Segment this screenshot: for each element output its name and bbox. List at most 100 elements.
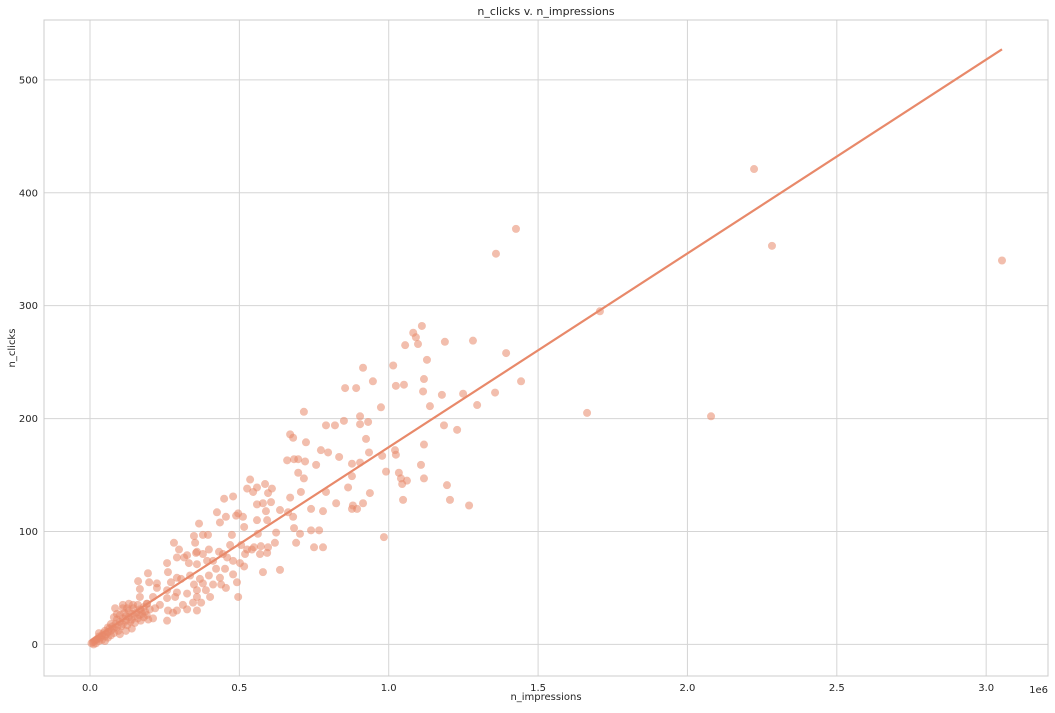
data-point: [391, 381, 400, 390]
data-point: [365, 448, 374, 457]
data-point: [227, 530, 236, 539]
data-point: [339, 416, 348, 425]
data-point: [100, 636, 109, 645]
data-point: [135, 585, 144, 594]
data-point: [215, 573, 224, 582]
data-point: [197, 598, 206, 607]
data-point: [296, 529, 305, 538]
data-point: [172, 553, 181, 562]
data-point: [143, 569, 152, 578]
data-point: [347, 472, 356, 481]
data-point: [401, 341, 410, 350]
data-point: [344, 483, 353, 492]
data-point: [997, 256, 1006, 265]
points: [87, 165, 1006, 649]
data-point: [319, 543, 328, 552]
data-point: [359, 499, 368, 508]
data-point: [252, 516, 261, 525]
data-point: [232, 578, 241, 587]
data-point: [301, 438, 310, 447]
data-point: [192, 592, 201, 601]
data-point: [212, 508, 221, 517]
data-point: [299, 407, 308, 416]
data-point: [163, 568, 172, 577]
data-point: [283, 456, 292, 465]
data-point: [341, 384, 350, 393]
data-point: [263, 548, 272, 557]
data-point: [332, 499, 341, 508]
data-point: [258, 499, 267, 508]
data-point: [356, 420, 365, 429]
data-point: [382, 467, 391, 476]
data-point: [209, 580, 218, 589]
data-point: [163, 616, 172, 625]
data-point: [255, 550, 264, 559]
data-point: [750, 165, 759, 174]
data-point: [419, 474, 428, 483]
data-point: [389, 361, 398, 370]
data-point: [439, 421, 448, 430]
data-point: [353, 504, 362, 513]
x-tick-label: 2.0: [679, 683, 695, 694]
data-point: [365, 489, 374, 498]
data-point: [263, 516, 272, 525]
data-point: [347, 459, 356, 468]
data-point: [118, 604, 127, 613]
data-point: [767, 241, 776, 250]
data-point: [292, 538, 301, 547]
data-point: [315, 526, 324, 535]
y-tick-label: 200: [19, 414, 38, 425]
data-point: [145, 578, 154, 587]
plot-frame: [43, 19, 1049, 677]
data-point: [321, 421, 330, 430]
data-point: [220, 494, 229, 503]
data-point: [261, 480, 270, 489]
data-point: [391, 450, 400, 459]
data-point: [192, 560, 201, 569]
data-point: [191, 538, 200, 547]
data-point: [440, 337, 449, 346]
data-point: [226, 541, 235, 550]
y-tick-label: 400: [19, 188, 38, 199]
data-point: [189, 531, 198, 540]
data-point: [272, 528, 281, 537]
data-point: [166, 578, 175, 587]
data-point: [175, 545, 184, 554]
data-point: [192, 586, 201, 595]
data-point: [204, 571, 213, 580]
data-point: [399, 380, 408, 389]
data-point: [417, 321, 426, 330]
data-point: [290, 524, 299, 533]
y-tick-label: 500: [19, 75, 38, 86]
data-point: [234, 592, 243, 601]
data-point: [240, 562, 249, 571]
data-point: [267, 498, 276, 507]
data-point: [192, 606, 201, 615]
data-point: [330, 421, 339, 430]
data-point: [296, 487, 305, 496]
data-point: [453, 425, 462, 434]
data-point: [310, 543, 319, 552]
x-tick-label: 0.0: [82, 683, 98, 694]
y-axis-label: n_clicks: [7, 329, 18, 368]
data-point: [198, 550, 207, 559]
data-point: [229, 556, 238, 565]
x-tick-label: 2.5: [829, 683, 845, 694]
data-point: [124, 599, 133, 608]
data-point: [223, 553, 232, 562]
data-point: [258, 568, 267, 577]
data-point: [491, 388, 500, 397]
data-point: [247, 545, 256, 554]
data-point: [243, 484, 252, 493]
data-point: [362, 434, 371, 443]
data-point: [212, 564, 221, 573]
regression-line-group: [89, 48, 1003, 642]
data-point: [152, 583, 161, 592]
data-point: [359, 363, 368, 372]
data-point: [312, 460, 321, 469]
data-point: [221, 512, 230, 521]
data-point: [221, 583, 230, 592]
data-point: [399, 495, 408, 504]
ticks: 0.0 0.5 1.0 1.5 2.0 2.5 3.0 0 100 200 300 400 500: [19, 75, 994, 694]
